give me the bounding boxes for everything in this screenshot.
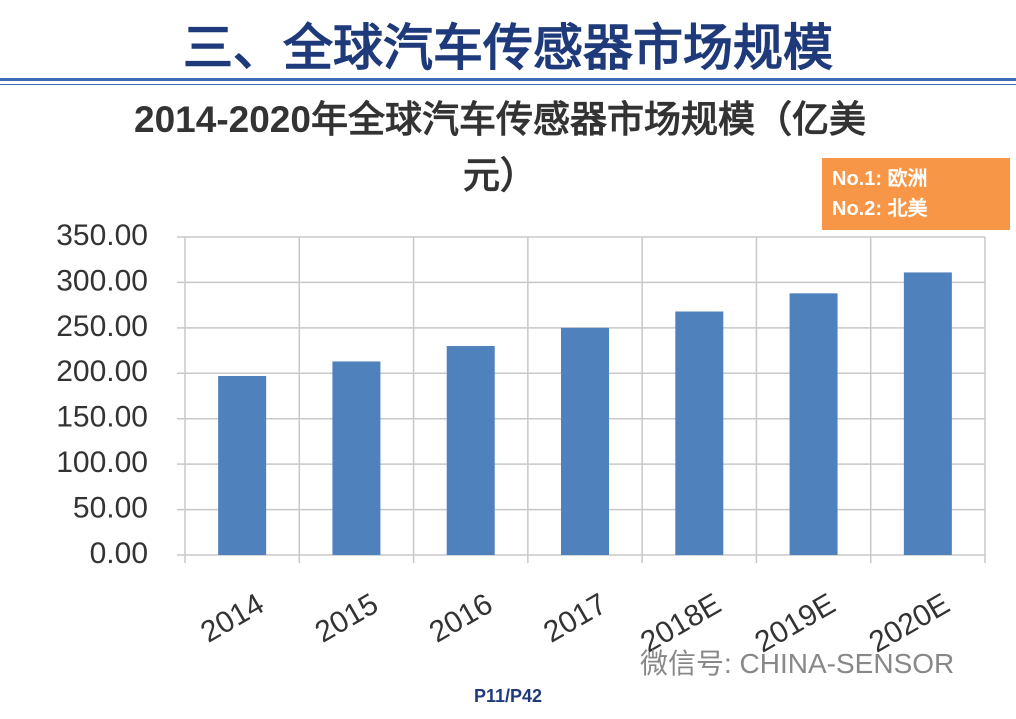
divider xyxy=(0,78,1016,81)
note: No.1: 欧洲 xyxy=(832,168,928,190)
y-tick-label: 150.00 xyxy=(56,401,148,434)
bar xyxy=(446,346,495,555)
y-tick-label: 300.00 xyxy=(56,264,148,297)
y-tick-label: 100.00 xyxy=(56,446,148,479)
x-tick-label: 2014 xyxy=(195,587,269,649)
bar xyxy=(561,327,609,555)
bar xyxy=(675,311,724,555)
page-number: P11/P42 xyxy=(473,686,543,706)
watermark: 微信号: CHINA-SENSOR xyxy=(640,648,955,679)
y-tick-label: 200.00 xyxy=(56,355,148,388)
x-tick-label: 2017 xyxy=(538,587,612,649)
y-tick-label: 50.00 xyxy=(73,491,148,524)
bar xyxy=(903,272,952,555)
slide-title: 三、全球汽车传感器市场规模 xyxy=(183,20,833,76)
divider xyxy=(0,84,1016,85)
bar xyxy=(332,361,381,555)
x-tick-label: 2015 xyxy=(310,587,384,649)
x-tick-label: 2016 xyxy=(424,587,498,649)
note: No.2: 北美 xyxy=(832,198,928,220)
bar xyxy=(789,293,838,555)
notes-box: No.1: 欧洲 No.2: 北美 xyxy=(822,158,1010,230)
y-tick-label: 350.00 xyxy=(56,219,148,252)
chart-title: 2014-2020年全球汽车传感器市场规模（亿美元） xyxy=(134,99,866,196)
bar xyxy=(218,376,267,555)
y-tick-label: 250.00 xyxy=(56,310,148,343)
y-tick-label: 0.00 xyxy=(90,537,148,570)
